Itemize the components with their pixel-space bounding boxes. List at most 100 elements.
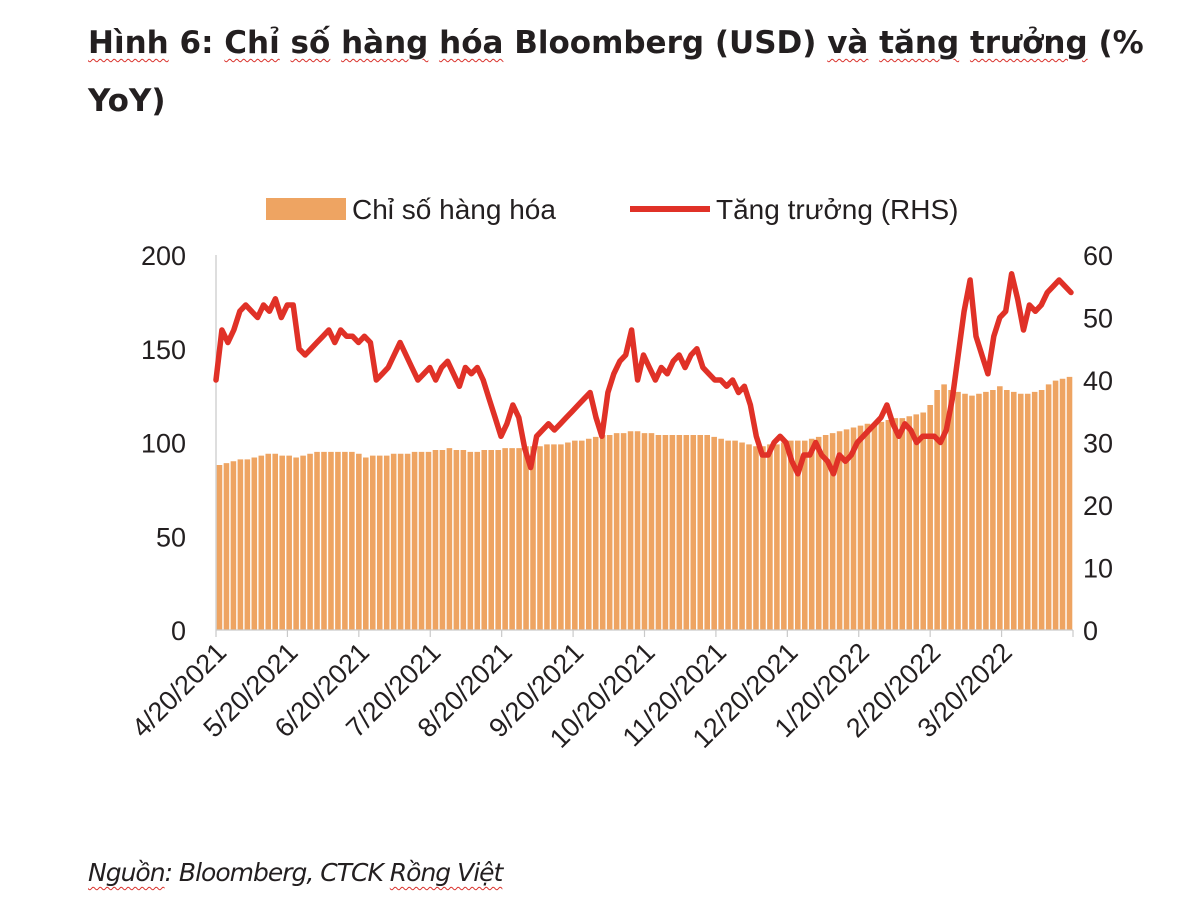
chart-title: Hình 6: Chỉ số hàng hóa Bloomberg (USD) … [88, 14, 1178, 130]
bar [885, 420, 892, 630]
bar [711, 436, 717, 631]
bar [836, 431, 843, 630]
bar [446, 448, 453, 631]
bar [739, 442, 745, 630]
bar [418, 451, 425, 631]
bar [565, 442, 571, 630]
bar [795, 440, 801, 631]
bar [746, 444, 752, 631]
bar [1031, 391, 1038, 631]
bar [934, 390, 940, 630]
bar [864, 423, 871, 630]
bar [230, 461, 237, 630]
bar-series [216, 376, 1073, 631]
bar [690, 435, 697, 630]
bar [753, 446, 759, 630]
bar [258, 455, 265, 631]
bar [983, 391, 989, 631]
bar [592, 436, 599, 631]
bar [822, 435, 829, 630]
bar [801, 440, 808, 631]
bar [265, 453, 272, 630]
y-right-tick-label: 20 [1083, 491, 1113, 521]
bar [293, 457, 299, 630]
bar [467, 451, 474, 631]
bar [627, 431, 634, 630]
bar [613, 433, 620, 631]
bar [363, 457, 369, 630]
bar [474, 451, 481, 631]
bar [941, 384, 947, 631]
y-right-tick-label: 40 [1083, 366, 1113, 396]
bar [579, 440, 585, 631]
growth-line [213, 271, 1074, 477]
source-prefix: Nguồn [88, 858, 166, 887]
bar [760, 446, 766, 630]
bar [662, 435, 669, 630]
bar [948, 390, 954, 630]
bar [425, 451, 432, 631]
bar [439, 450, 446, 630]
bar [523, 446, 529, 630]
bar [1052, 380, 1059, 631]
bar [397, 453, 404, 630]
bar [272, 453, 279, 630]
bar [404, 453, 411, 630]
title-word-tang: tăng [879, 25, 960, 61]
bar [516, 448, 522, 631]
bar [432, 450, 439, 630]
legend: Chỉ số hàng hóa Tăng trưởng (RHS) [266, 194, 959, 225]
bar [962, 393, 968, 630]
bar [585, 438, 592, 630]
bar [906, 416, 913, 630]
title-word-va: và [827, 25, 869, 61]
title-word-hoa: hóa [439, 25, 504, 61]
title-word-truong: trưởng [969, 25, 1088, 61]
bar [502, 448, 508, 631]
y-left-tick-label: 200 [141, 241, 186, 271]
bar [460, 450, 467, 630]
bar [850, 427, 857, 630]
bar [237, 459, 244, 631]
y-left-tick-label: 150 [141, 335, 186, 365]
legend-label-bar: Chỉ số hàng hóa [352, 194, 556, 225]
bar [620, 433, 627, 631]
title-word-so: số [290, 25, 331, 61]
title-fragment: 6: [168, 25, 225, 61]
bar [655, 435, 662, 630]
bar [244, 459, 251, 631]
bar [815, 436, 822, 631]
bar [1004, 390, 1010, 630]
y-left-tick-label: 50 [156, 522, 186, 552]
source-brand: Rồng Việt [389, 858, 504, 887]
bar [300, 455, 306, 631]
bar [648, 433, 655, 631]
y-left-tick-label: 0 [171, 616, 186, 646]
bar [725, 440, 731, 631]
bar [606, 435, 613, 630]
bar [697, 435, 704, 630]
bar [453, 450, 460, 630]
bar [892, 418, 899, 631]
bar [955, 391, 961, 631]
title-word-hang: hàng [341, 25, 429, 61]
bar [223, 463, 230, 631]
bar [990, 390, 996, 630]
bar [349, 451, 355, 631]
bar [683, 435, 690, 630]
y-right-tick-label: 30 [1083, 429, 1113, 459]
title-word-hinh: Hình [88, 25, 169, 61]
bar [279, 455, 285, 631]
bar [307, 453, 313, 630]
bar [1010, 391, 1017, 631]
bar [767, 444, 773, 631]
source-note: Nguồn: Bloomberg, CTCK Rồng Việt [88, 858, 504, 887]
bar [1017, 393, 1024, 630]
y-right-tick-label: 10 [1083, 554, 1113, 584]
bar [495, 450, 501, 630]
bar [969, 395, 975, 631]
y-right-tick-label: 60 [1083, 241, 1113, 271]
bar [781, 442, 787, 630]
bar [537, 446, 543, 630]
